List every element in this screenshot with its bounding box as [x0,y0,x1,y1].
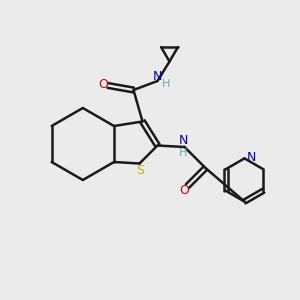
Text: O: O [180,184,189,197]
Text: S: S [136,164,144,177]
Text: N: N [153,70,162,83]
Text: H: H [162,79,171,89]
Text: N: N [179,134,189,148]
Text: H: H [179,148,187,158]
Text: O: O [99,77,108,91]
Text: N: N [246,151,256,164]
